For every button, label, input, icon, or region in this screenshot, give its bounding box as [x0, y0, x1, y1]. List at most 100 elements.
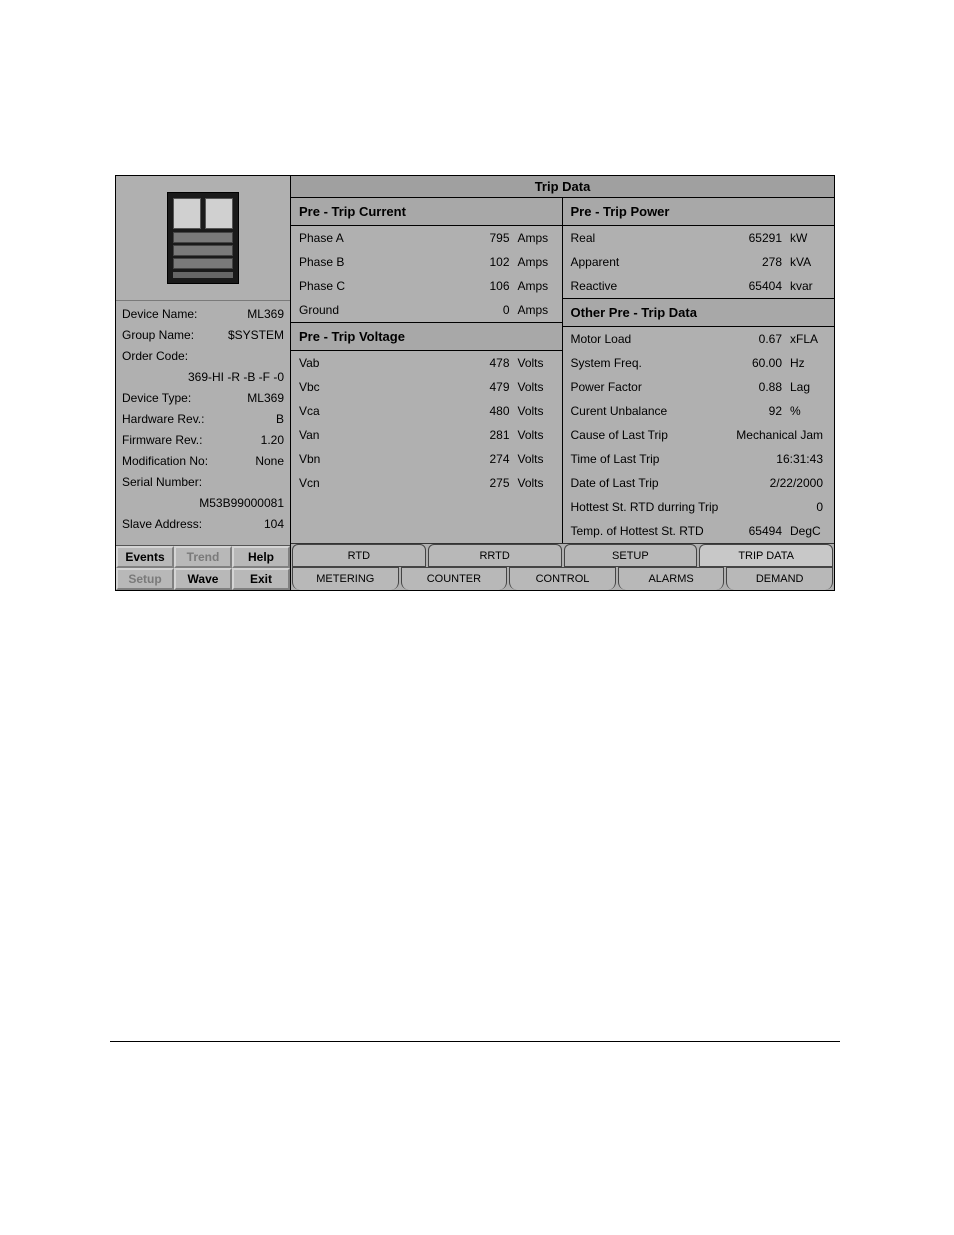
row-label: Phase C [299, 279, 450, 293]
left-button-grid: Events Trend Help Setup Wave Exit [116, 545, 290, 590]
group-name-label: Group Name: [122, 328, 194, 343]
device-icon [167, 192, 239, 284]
row-value: 274 [454, 452, 510, 466]
row-label: Cause of Last Trip [571, 428, 720, 442]
row-label: Vca [299, 404, 450, 418]
row-unit: Hz [786, 356, 828, 370]
row-unit: Volts [514, 452, 556, 466]
row-value: 795 [454, 231, 510, 245]
device-name-label: Device Name: [122, 307, 197, 322]
tab-trip-data[interactable]: TRIP DATA [699, 544, 833, 567]
trend-button[interactable]: Trend [174, 546, 232, 568]
row-unit: Amps [514, 231, 556, 245]
data-row: Van 281 Volts [291, 423, 562, 447]
tab-control[interactable]: CONTROL [509, 567, 616, 590]
row-value: 0 [454, 303, 510, 317]
row-unit: Lag [786, 380, 828, 394]
hw-rev-value: B [276, 412, 284, 427]
row-unit: Volts [514, 356, 556, 370]
data-row: Hottest St. RTD durring Trip0 [563, 495, 835, 519]
device-info: Device Name:ML369 Group Name:$SYSTEM Ord… [116, 301, 290, 545]
row-value: Mechanical Jam [723, 428, 823, 442]
row-unit: kVA [786, 255, 828, 269]
tabs-container: RTDRRTDSETUPTRIP DATA METERINGCOUNTERCON… [291, 543, 834, 590]
slave-addr-value: 104 [264, 517, 284, 532]
device-type-value: ML369 [247, 391, 284, 406]
row-unit: Volts [514, 404, 556, 418]
row-value: 60.00 [726, 356, 782, 370]
data-row: Cause of Last TripMechanical Jam [563, 423, 835, 447]
data-row: System Freq.60.00Hz [563, 351, 835, 375]
data-grid: Pre - Trip Current Phase A 795 Amps Phase B… [291, 198, 834, 543]
app-window: Device Name:ML369 Group Name:$SYSTEM Ord… [115, 175, 835, 591]
events-button[interactable]: Events [116, 546, 174, 568]
column-left: Pre - Trip Current Phase A 795 Amps Phase B… [291, 198, 563, 543]
row-value: 0.88 [726, 380, 782, 394]
row-label: Reactive [571, 279, 723, 293]
tab-demand[interactable]: DEMAND [726, 567, 833, 590]
row-unit: DegC [786, 524, 828, 538]
data-row: Vab478Volts [291, 351, 562, 375]
wave-button[interactable]: Wave [174, 568, 232, 590]
footer-rule [110, 1041, 840, 1042]
order-code-label: Order Code: [122, 349, 188, 364]
row-label: Phase B [299, 255, 450, 269]
data-row: Temp. of Hottest St. RTD65494DegC [563, 519, 835, 543]
row-value: 16:31:43 [723, 452, 823, 466]
fw-rev-value: 1.20 [261, 433, 284, 448]
row-unit: Volts [514, 380, 556, 394]
current-header: Pre - Trip Current [291, 198, 562, 226]
row-unit: Volts [514, 428, 556, 442]
exit-button[interactable]: Exit [232, 568, 290, 590]
data-row: Vcn275Volts [291, 471, 562, 495]
row-unit: Amps [514, 303, 556, 317]
tab-alarms[interactable]: ALARMS [618, 567, 725, 590]
slave-addr-label: Slave Address: [122, 517, 202, 532]
data-row: Apparent278kVA [563, 250, 835, 274]
row-label: Motor Load [571, 332, 723, 346]
data-row: Curent Unbalance92% [563, 399, 835, 423]
tab-setup[interactable]: SETUP [564, 544, 698, 567]
row-value: 2/22/2000 [723, 476, 823, 490]
data-row: Ground 0 Amps [291, 298, 562, 322]
voltage-header: Pre - Trip Voltage [291, 322, 562, 351]
row-label: Power Factor [571, 380, 723, 394]
other-header: Other Pre - Trip Data [563, 298, 835, 327]
row-label: Vab [299, 356, 450, 370]
data-row: Vbc479Volts [291, 375, 562, 399]
hw-rev-label: Hardware Rev.: [122, 412, 204, 427]
row-unit: % [786, 404, 828, 418]
row-value: 0 [723, 500, 823, 514]
row-value: 281 [454, 428, 510, 442]
row-value: 480 [454, 404, 510, 418]
serial-label: Serial Number: [122, 475, 202, 490]
row-unit: Amps [514, 279, 556, 293]
data-row: Date of Last Trip2/22/2000 [563, 471, 835, 495]
tab-counter[interactable]: COUNTER [401, 567, 508, 590]
tab-rtd[interactable]: RTD [292, 544, 426, 567]
row-label: Real [571, 231, 723, 245]
row-value: 92 [726, 404, 782, 418]
data-row: Power Factor0.88 Lag [563, 375, 835, 399]
row-unit: kvar [786, 279, 828, 293]
tab-metering[interactable]: METERING [292, 567, 399, 590]
row-label: Vcn [299, 476, 450, 490]
tabs-bottom-row: METERINGCOUNTERCONTROLALARMSDEMAND [291, 567, 834, 590]
row-unit: Volts [514, 476, 556, 490]
row-label: Ground [299, 303, 450, 317]
tab-rrtd[interactable]: RRTD [428, 544, 562, 567]
row-label: Apparent [571, 255, 723, 269]
row-label: Vbc [299, 380, 450, 394]
data-row: Phase C 106 Amps [291, 274, 562, 298]
data-row: Real65291kW [563, 226, 835, 250]
row-value: 106 [454, 279, 510, 293]
data-row: Phase A 795 Amps [291, 226, 562, 250]
help-button[interactable]: Help [232, 546, 290, 568]
row-label: Phase A [299, 231, 450, 245]
title-bar: Trip Data [291, 176, 834, 198]
data-row: Motor Load0.67xFLA [563, 327, 835, 351]
device-name-value: ML369 [247, 307, 284, 322]
setup-button[interactable]: Setup [116, 568, 174, 590]
row-label: Van [299, 428, 450, 442]
power-header: Pre - Trip Power [563, 198, 835, 226]
